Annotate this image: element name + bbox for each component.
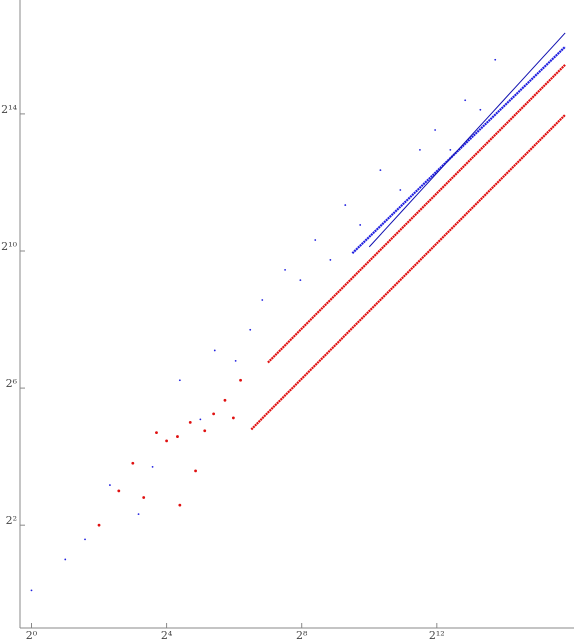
data-point: [151, 466, 154, 468]
data-point: [231, 416, 235, 420]
x-tick-label: 2¹²: [429, 629, 445, 642]
data-point: [261, 299, 264, 301]
data-point: [344, 204, 347, 206]
data-line: [368, 32, 566, 248]
data-point: [64, 558, 67, 561]
x-tick-label: 2⁸: [296, 629, 308, 642]
data-point: [284, 268, 286, 271]
data-point: [329, 259, 332, 261]
data-point: [419, 149, 421, 151]
data-line: [267, 63, 566, 364]
y-tick-label: 2⁶: [6, 377, 18, 390]
y-tick-label: 2²: [6, 514, 17, 527]
data-point: [117, 489, 121, 493]
data-point: [178, 503, 182, 507]
data-point: [142, 496, 146, 499]
data-point: [379, 169, 382, 172]
y-tick-label: 2¹⁴: [1, 103, 17, 116]
x-tick-label: 2⁰: [26, 629, 38, 642]
data-point: [30, 589, 33, 592]
data-point: [314, 239, 317, 241]
data-point: [137, 513, 140, 516]
data-point: [176, 435, 179, 438]
data-point: [203, 429, 207, 433]
data-point: [464, 99, 467, 102]
data-point: [399, 189, 402, 191]
data-point: [178, 379, 181, 382]
data-point: [234, 359, 237, 362]
data-point: [359, 224, 362, 226]
data-point: [194, 469, 197, 473]
data-point: [479, 108, 482, 111]
data-point: [434, 129, 437, 131]
data-point: [199, 418, 202, 421]
data-point: [109, 484, 111, 486]
y-tick-label: 2¹⁰: [1, 240, 17, 253]
data-point: [213, 349, 216, 352]
data-point: [449, 149, 452, 151]
data-point: [212, 412, 216, 416]
data-point: [494, 58, 497, 61]
data-point: [84, 538, 86, 541]
data-point: [131, 461, 135, 465]
data-line: [351, 45, 566, 255]
data-point: [97, 523, 101, 527]
data-point: [239, 378, 242, 382]
x-tick-label: 2⁴: [161, 629, 173, 642]
data-point: [188, 420, 192, 424]
data-point: [249, 328, 252, 331]
data-point: [223, 398, 227, 402]
data-point: [299, 279, 302, 282]
data-point: [155, 431, 158, 435]
data-point: [165, 439, 168, 443]
data-line: [250, 114, 566, 431]
